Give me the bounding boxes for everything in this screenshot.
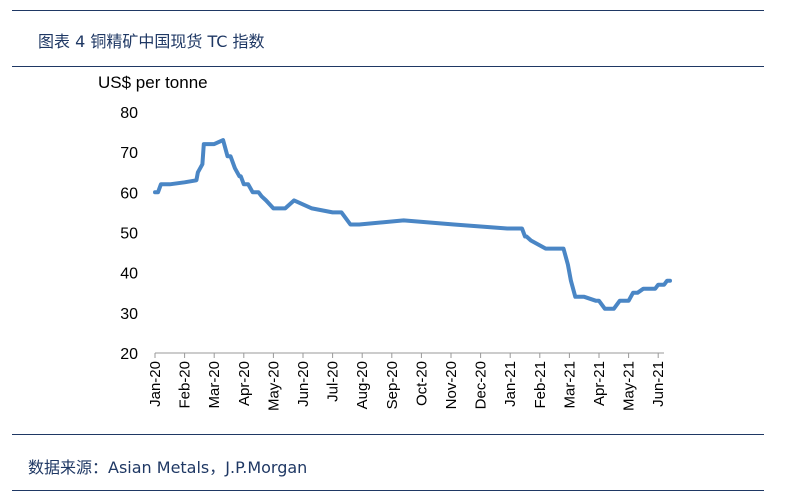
y-tick-label: 30 (120, 306, 138, 323)
x-axis-ticks: Jan-20 Feb-20 Mar-20 Apr-20 May-20 Jun-20 Jul-… (147, 353, 667, 411)
x-tick-label: Apr-20 (236, 361, 253, 406)
y-tick-label: 60 (120, 185, 138, 202)
y-tick-label: 70 (120, 145, 138, 162)
x-tick-label: Dec-20 (473, 361, 490, 409)
x-tick-label: Apr-21 (591, 361, 608, 406)
x-tick-label: Mar-20 (206, 361, 223, 409)
source-note: 数据来源：Asian Metals，J.P.Morgan (28, 458, 308, 477)
x-tick-label: Sep-20 (384, 361, 401, 409)
series-line (153, 138, 672, 311)
x-tick-label: Feb-21 (532, 361, 549, 409)
y-tick-label: 40 (120, 266, 138, 283)
y-axis-ticks: 80 70 60 50 40 30 20 (120, 105, 138, 363)
x-tick-label: Jun-20 (295, 361, 312, 407)
x-tick-label: May-21 (621, 361, 638, 411)
x-tick-label: Jul-20 (325, 361, 342, 402)
title-rule (12, 66, 764, 67)
x-tick-label: Mar-21 (561, 361, 578, 409)
y-tick-label: 20 (120, 346, 138, 363)
y-tick-label: 50 (120, 226, 138, 243)
x-tick-label: Feb-20 (177, 361, 194, 409)
x-tick-label: Nov-20 (443, 361, 460, 409)
x-tick-label: Jan-21 (502, 361, 519, 407)
top-rule (12, 10, 764, 11)
y-tick-label: 80 (120, 105, 138, 122)
y-axis-label: US$ per tonne (98, 73, 208, 92)
x-tick-label: Aug-20 (354, 361, 371, 409)
figure-title: 图表 4 铜精矿中国现货 TC 指数 (38, 32, 265, 51)
x-tick-label: Jan-20 (147, 361, 164, 407)
x-tick-label: Oct-20 (413, 361, 430, 406)
x-tick-label: Jun-21 (650, 361, 667, 407)
x-tick-label: May-20 (265, 361, 282, 411)
bottom-rule (12, 490, 764, 491)
source-rule (12, 434, 764, 435)
